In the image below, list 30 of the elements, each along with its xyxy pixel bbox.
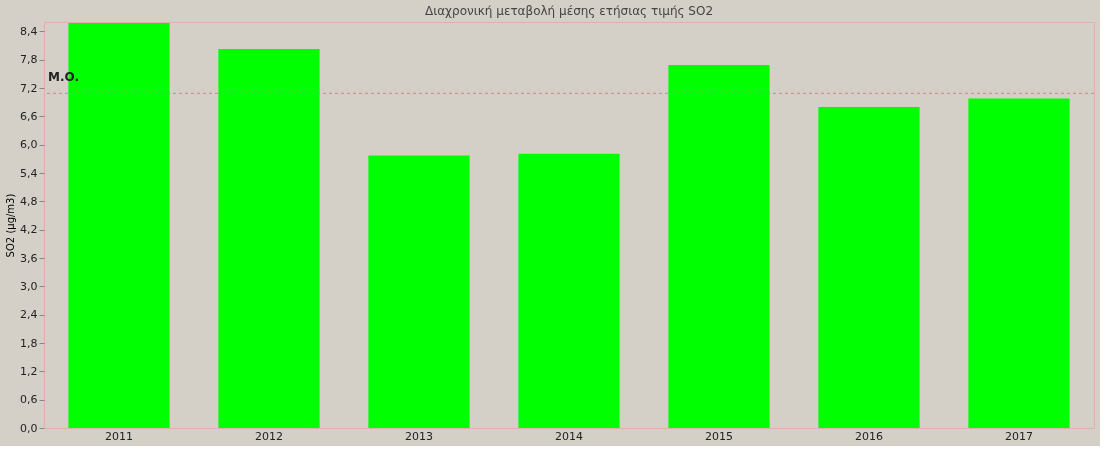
y-tick-label: 6,0	[20, 138, 38, 152]
x-tick-label: 2014	[555, 429, 583, 443]
y-tick-label: 7,8	[20, 53, 38, 67]
x-tick-label: 2017	[1005, 429, 1033, 443]
y-tick-label: 1,8	[20, 336, 38, 350]
y-tick-label: 6,6	[20, 109, 38, 123]
chart-title: Διαχρονική μεταβολή μέσης ετήσιας τιμής SO2	[424, 4, 714, 18]
y-axis-title: SO2 (μg/m3)	[5, 193, 17, 258]
x-tick-label: 2016	[855, 429, 883, 443]
y-tick-label: 3,6	[20, 251, 38, 265]
x-tick-label: 2015	[705, 429, 733, 443]
y-tick-label: 5,4	[20, 166, 38, 180]
x-tick-label: 2012	[255, 429, 283, 443]
y-tick-label: 0,6	[20, 393, 38, 407]
y-tick-label: 4,2	[20, 223, 38, 237]
bar	[818, 106, 920, 428]
bar	[368, 155, 470, 428]
y-tick-label: 1,2	[20, 364, 38, 378]
y-tick-label: 3,0	[20, 279, 38, 293]
y-tick-label: 0,0	[20, 421, 38, 435]
x-tick-label: 2013	[405, 429, 433, 443]
y-tick-label: 4,8	[20, 194, 38, 208]
y-tick-label: 7,2	[20, 81, 38, 95]
x-tick-label: 2011	[105, 429, 133, 443]
y-tick-label: 8,4	[20, 24, 38, 38]
y-tick-label: 2,4	[20, 308, 38, 322]
bar	[968, 98, 1070, 428]
bar	[518, 153, 620, 428]
bar	[218, 48, 320, 428]
bar	[668, 64, 770, 428]
